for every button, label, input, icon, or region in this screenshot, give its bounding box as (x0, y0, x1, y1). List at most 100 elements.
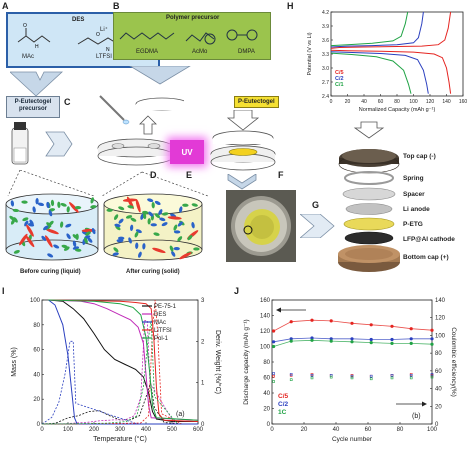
curve-C-2-discharge (330, 51, 429, 94)
x-tick-label: 300 (115, 427, 126, 433)
cell-layer-label: Spring (403, 175, 424, 182)
x-tick-label: 100 (427, 427, 438, 433)
y2-axis-label: Deriv. Weight (%/°C) (214, 330, 222, 394)
svg-text:O: O (96, 32, 100, 38)
y2-tick-label: 80 (435, 351, 442, 357)
x-tick-label: 80 (397, 427, 404, 433)
x-tick-label: 20 (345, 99, 351, 105)
legend-entry: C/2 (335, 76, 344, 82)
eutectogel-chip: P-Eutectogel (234, 96, 279, 108)
cell-layer-label: LFP@Al cathode (403, 236, 455, 243)
lithium-ion-label: Li⁺ (100, 27, 108, 33)
x-axis-label: Cycle number (332, 436, 373, 443)
after-curing-particle (142, 243, 146, 250)
after-curing-particle (154, 213, 161, 219)
panel-label-c: C (64, 97, 71, 107)
after-curing-particle (152, 247, 166, 254)
y2-tick-label: 100 (435, 333, 446, 339)
before-curing-particle (12, 208, 20, 213)
y2-tick-label: 0 (201, 422, 205, 428)
before-curing-particle (74, 206, 82, 210)
right-chevron (300, 214, 335, 238)
y2-tick-label: 1 (201, 381, 205, 387)
efficiency-point-1C (390, 376, 394, 380)
before-curing-particle (29, 219, 34, 226)
capacity-trend-C-5 (273, 319, 433, 332)
after-curing-particle (122, 198, 137, 202)
tga-curve-pe-75-1 (48, 299, 198, 422)
x-axis-label: Temperature (°C) (93, 435, 147, 443)
after-curing-particle (127, 205, 134, 209)
panel-label-h: H (287, 1, 294, 11)
before-curing-particle (66, 206, 70, 213)
tga-curve-litfsi (48, 299, 199, 422)
after-curing-particle (142, 212, 147, 220)
y-tick-label: 80 (33, 323, 40, 329)
after-curing-particle (173, 224, 178, 231)
before-curing-particle (85, 231, 91, 236)
after-curing-particle (113, 247, 119, 253)
curve-C-5-charge (330, 11, 452, 49)
x-tick-label: 100 (409, 99, 418, 105)
vial-illustration (11, 122, 73, 165)
after-curing-particle (130, 224, 134, 232)
mac-label: MAc (22, 54, 34, 60)
after-curing-particle (106, 208, 113, 212)
before-curing-particle (26, 224, 34, 237)
after-curing-particle (159, 217, 166, 222)
x-tick-label: 60 (365, 427, 372, 433)
efficiency-point-1C (329, 375, 333, 379)
capacity-point-1C (430, 342, 434, 346)
y-tick-label: 60 (33, 348, 40, 354)
legend-entry: DES (154, 312, 166, 318)
after-curing-particle (128, 237, 132, 244)
after-curing-particle (167, 216, 182, 220)
before-curing-particle (10, 200, 15, 207)
after-curing-particle (118, 206, 125, 211)
cell-layer-label: Li anode (403, 206, 430, 213)
y-tick-label: 80 (263, 360, 270, 366)
x-tick-label: 500 (167, 427, 178, 433)
before-curing-particle (37, 202, 45, 207)
cell-layer-label: P-ETG (403, 221, 423, 228)
after-curing-particle (171, 250, 176, 257)
capacity-trend-C-2 (273, 337, 432, 343)
after-curing-particle (191, 203, 198, 207)
before-curing-particle (90, 197, 95, 204)
tga-curve-mac (48, 299, 198, 425)
before-curing-particle (59, 221, 64, 228)
before-curing-particle (72, 240, 77, 247)
before-curing-particle (61, 244, 68, 249)
legend-entry: C/5 (278, 393, 289, 400)
y-tick-label: 100 (30, 298, 41, 304)
panel-label-a: A (2, 1, 9, 11)
curve-C-5-discharge (330, 49, 452, 94)
efficiency-point-C-5 (272, 374, 275, 378)
after-curing-particle (158, 209, 163, 215)
annotation-a: (a) (176, 411, 185, 418)
x-tick-label: 600 (193, 427, 204, 433)
before-curing-particle (65, 223, 72, 228)
deriv-curve-des (41, 320, 175, 425)
efficiency-point-C-2 (430, 373, 434, 376)
after-curing-label: After curing (solid) (126, 269, 180, 275)
efficiency-point-C-2 (369, 374, 373, 378)
after-curing-particle (187, 235, 193, 241)
x-tick-label: 60 (378, 99, 384, 105)
precursor-chip: P-Eutectogel precursor (6, 96, 60, 118)
x-tick-label: 0 (270, 427, 274, 433)
y-tick-label: 40 (263, 391, 270, 397)
des-title: DES (72, 17, 85, 23)
x-tick-label: 160 (459, 99, 468, 105)
before-curing-particle (22, 217, 29, 222)
legend-entry: PE-75-1 (154, 304, 177, 310)
eutectogel-photo (226, 190, 296, 262)
before-curing-particle (72, 234, 78, 239)
y2-tick-label: 3 (201, 298, 205, 304)
efficiency-point-1C (272, 380, 275, 383)
legend-entry: LiTFSI (154, 328, 172, 334)
polymer-title: Polymer precursor (166, 15, 220, 21)
down-chevron (227, 174, 257, 190)
after-curing-particle (150, 223, 157, 227)
curve-C-1-charge (330, 11, 409, 47)
